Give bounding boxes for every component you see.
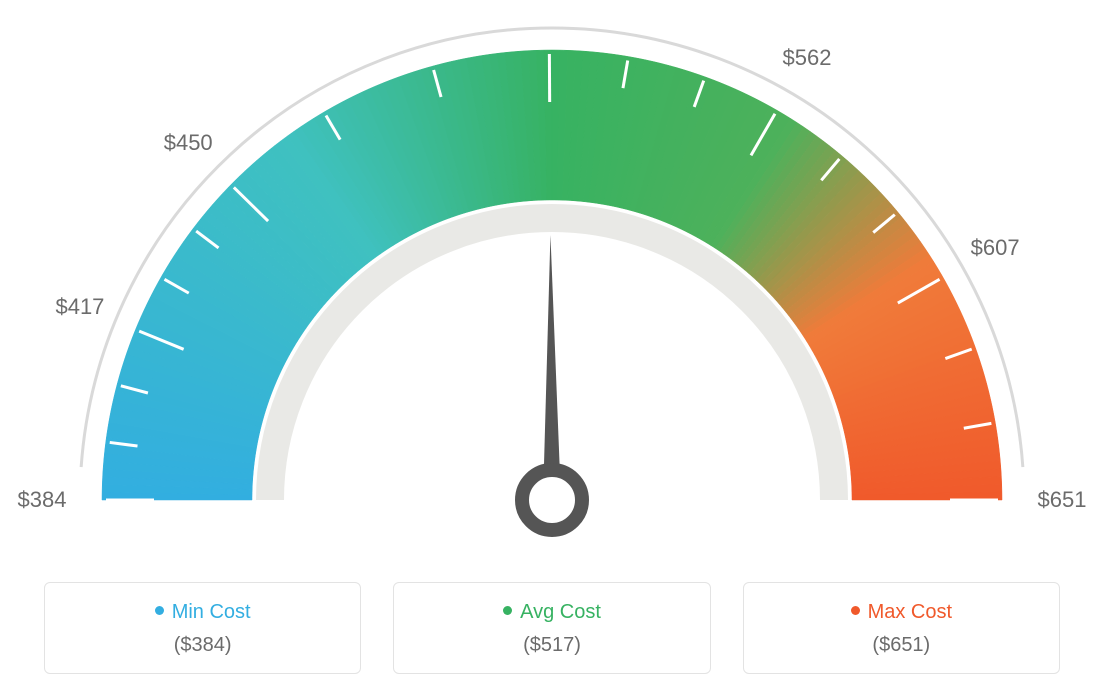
legend-title-max: Max Cost [744,601,1059,624]
legend-value-max: ($651) [744,634,1059,657]
legend-title-avg: Avg Cost [394,601,709,624]
legend-value-min: ($384) [45,634,360,657]
gauge-tick-label: $450 [164,130,213,156]
legend-dot-icon [503,606,512,615]
gauge-tick-label: $562 [783,45,832,71]
legend-dot-icon [851,606,860,615]
gauge-needle [543,235,561,500]
legend-card-min: Min Cost ($384) [44,582,361,674]
legend-dot-icon [155,606,164,615]
legend-row: Min Cost ($384) Avg Cost ($517) Max Cost ($65… [0,582,1104,674]
legend-title-min: Min Cost [45,601,360,624]
gauge-tick-label: $384 [18,487,67,513]
gauge-tick-label: $651 [1038,487,1087,513]
legend-card-max: Max Cost ($651) [743,582,1060,674]
legend-title-text: Min Cost [172,601,251,623]
gauge-tick-label: $417 [55,294,104,320]
legend-value-avg: ($517) [394,634,709,657]
legend-title-text: Max Cost [868,601,952,623]
gauge-tick-label: $517 [525,0,574,3]
gauge-needle-hub [522,470,582,530]
legend-title-text: Avg Cost [520,601,601,623]
legend-card-avg: Avg Cost ($517) [393,582,710,674]
gauge-svg [0,0,1104,560]
gauge-tick-label: $607 [971,235,1020,261]
gauge-chart: $384 $417 $450 $517 $562 $607 $651 [0,0,1104,560]
